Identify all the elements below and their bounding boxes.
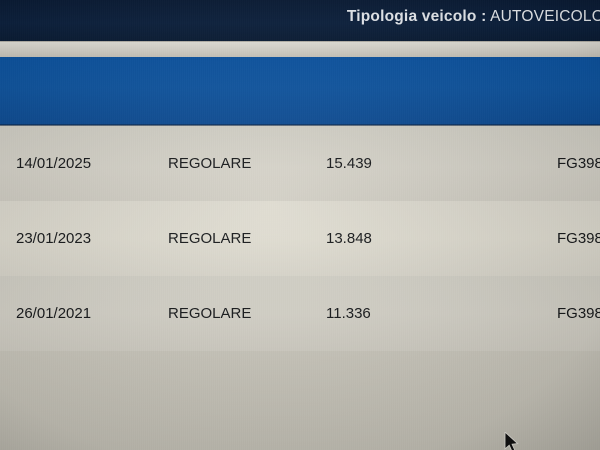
table-header-bar <box>0 57 600 125</box>
cell-esito-revisione: REGOLARE <box>168 230 252 247</box>
vehicle-type-value: AUTOVEICOLO <box>490 8 600 25</box>
cell-data-revisione: 23/01/2023 <box>16 230 92 247</box>
cell-data-revisione: 14/01/2025 <box>16 155 92 172</box>
cell-esito-revisione: REGOLARE <box>168 155 252 172</box>
mouse-pointer-icon <box>504 432 519 450</box>
table-row[interactable]: 14/01/2025 REGOLARE 15.439 FG398 <box>0 126 600 201</box>
pagination-controls: ‹ 1 <box>0 360 600 420</box>
vehicle-type-label: Tipologia veicolo : <box>346 8 487 25</box>
table-empty-area <box>0 351 600 450</box>
cell-km-rilevati: 13.848 <box>326 230 372 247</box>
separator-highlight <box>0 41 600 42</box>
cell-esito-revisione: REGOLARE <box>168 305 252 322</box>
cell-data-revisione: 26/01/2021 <box>16 305 92 322</box>
vehicle-type-header: Tipologia veicolo : AUTOVEICOLO <box>347 8 600 26</box>
header-shadow <box>0 124 600 126</box>
table-row[interactable]: 23/01/2023 REGOLARE 13.848 FG398 <box>0 201 600 276</box>
cell-targa: FG398 <box>557 305 600 322</box>
cell-targa: FG398 <box>557 230 600 247</box>
separator-strip <box>0 42 600 57</box>
cell-targa: FG398 <box>557 155 600 172</box>
table-body: 14/01/2025 REGOLARE 15.439 FG398 23/01/2… <box>0 126 600 450</box>
app-top-bar: Tipologia veicolo : AUTOVEICOLO <box>0 0 600 42</box>
table-row[interactable]: 26/01/2021 REGOLARE 11.336 FG398 <box>0 276 600 351</box>
cell-km-rilevati: 15.439 <box>326 155 372 172</box>
cell-km-rilevati: 11.336 <box>326 305 371 322</box>
